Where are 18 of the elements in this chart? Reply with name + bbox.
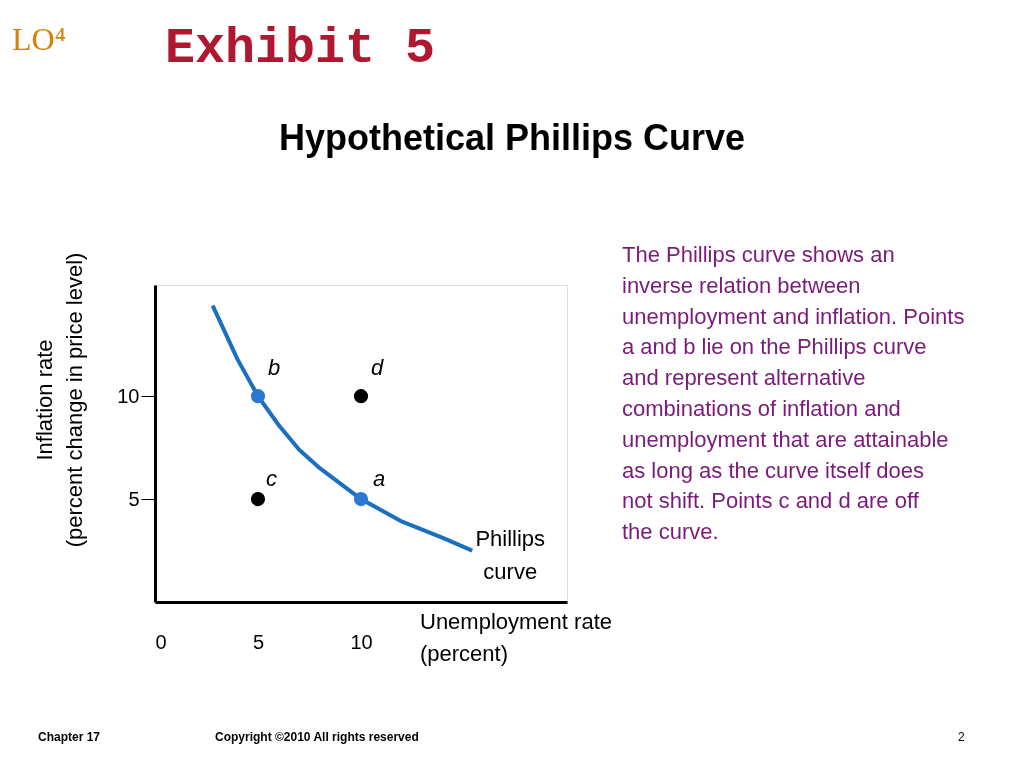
annotation: b — [268, 355, 281, 381]
annotation: d — [371, 355, 384, 381]
line-series — [210, 303, 475, 553]
chart-title: Hypothetical Phillips Curve — [278, 117, 746, 158]
text: The Phillips curve shows an inverse relation between unemployment and inflation. Points a and b lie on the Phillips curve and represent alternative combinations of inflation and unemployment that are attainable as long as the curve itself does not shift. Points c and d are off the curve. — [622, 242, 965, 545]
text: LO⁴ — [12, 21, 66, 57]
x-tick-label: 5 — [252, 630, 265, 653]
text: Exhibit 5 — [165, 20, 436, 77]
text: 2 — [958, 730, 965, 744]
x-tick-label: 10 — [350, 630, 373, 653]
y-axis-title: Inflation rate (percent change in price level) — [32, 252, 87, 548]
annotation: a — [373, 466, 386, 492]
x-axis-title: Unemployment rate (percent) — [420, 609, 612, 666]
x-tick-label: 0 — [155, 630, 167, 653]
annotation: c — [266, 466, 277, 492]
text: Copyright ©2010 All rights reserved — [215, 730, 419, 744]
annotation: Phillips curve — [475, 525, 546, 584]
text: Chapter 17 — [38, 730, 101, 744]
